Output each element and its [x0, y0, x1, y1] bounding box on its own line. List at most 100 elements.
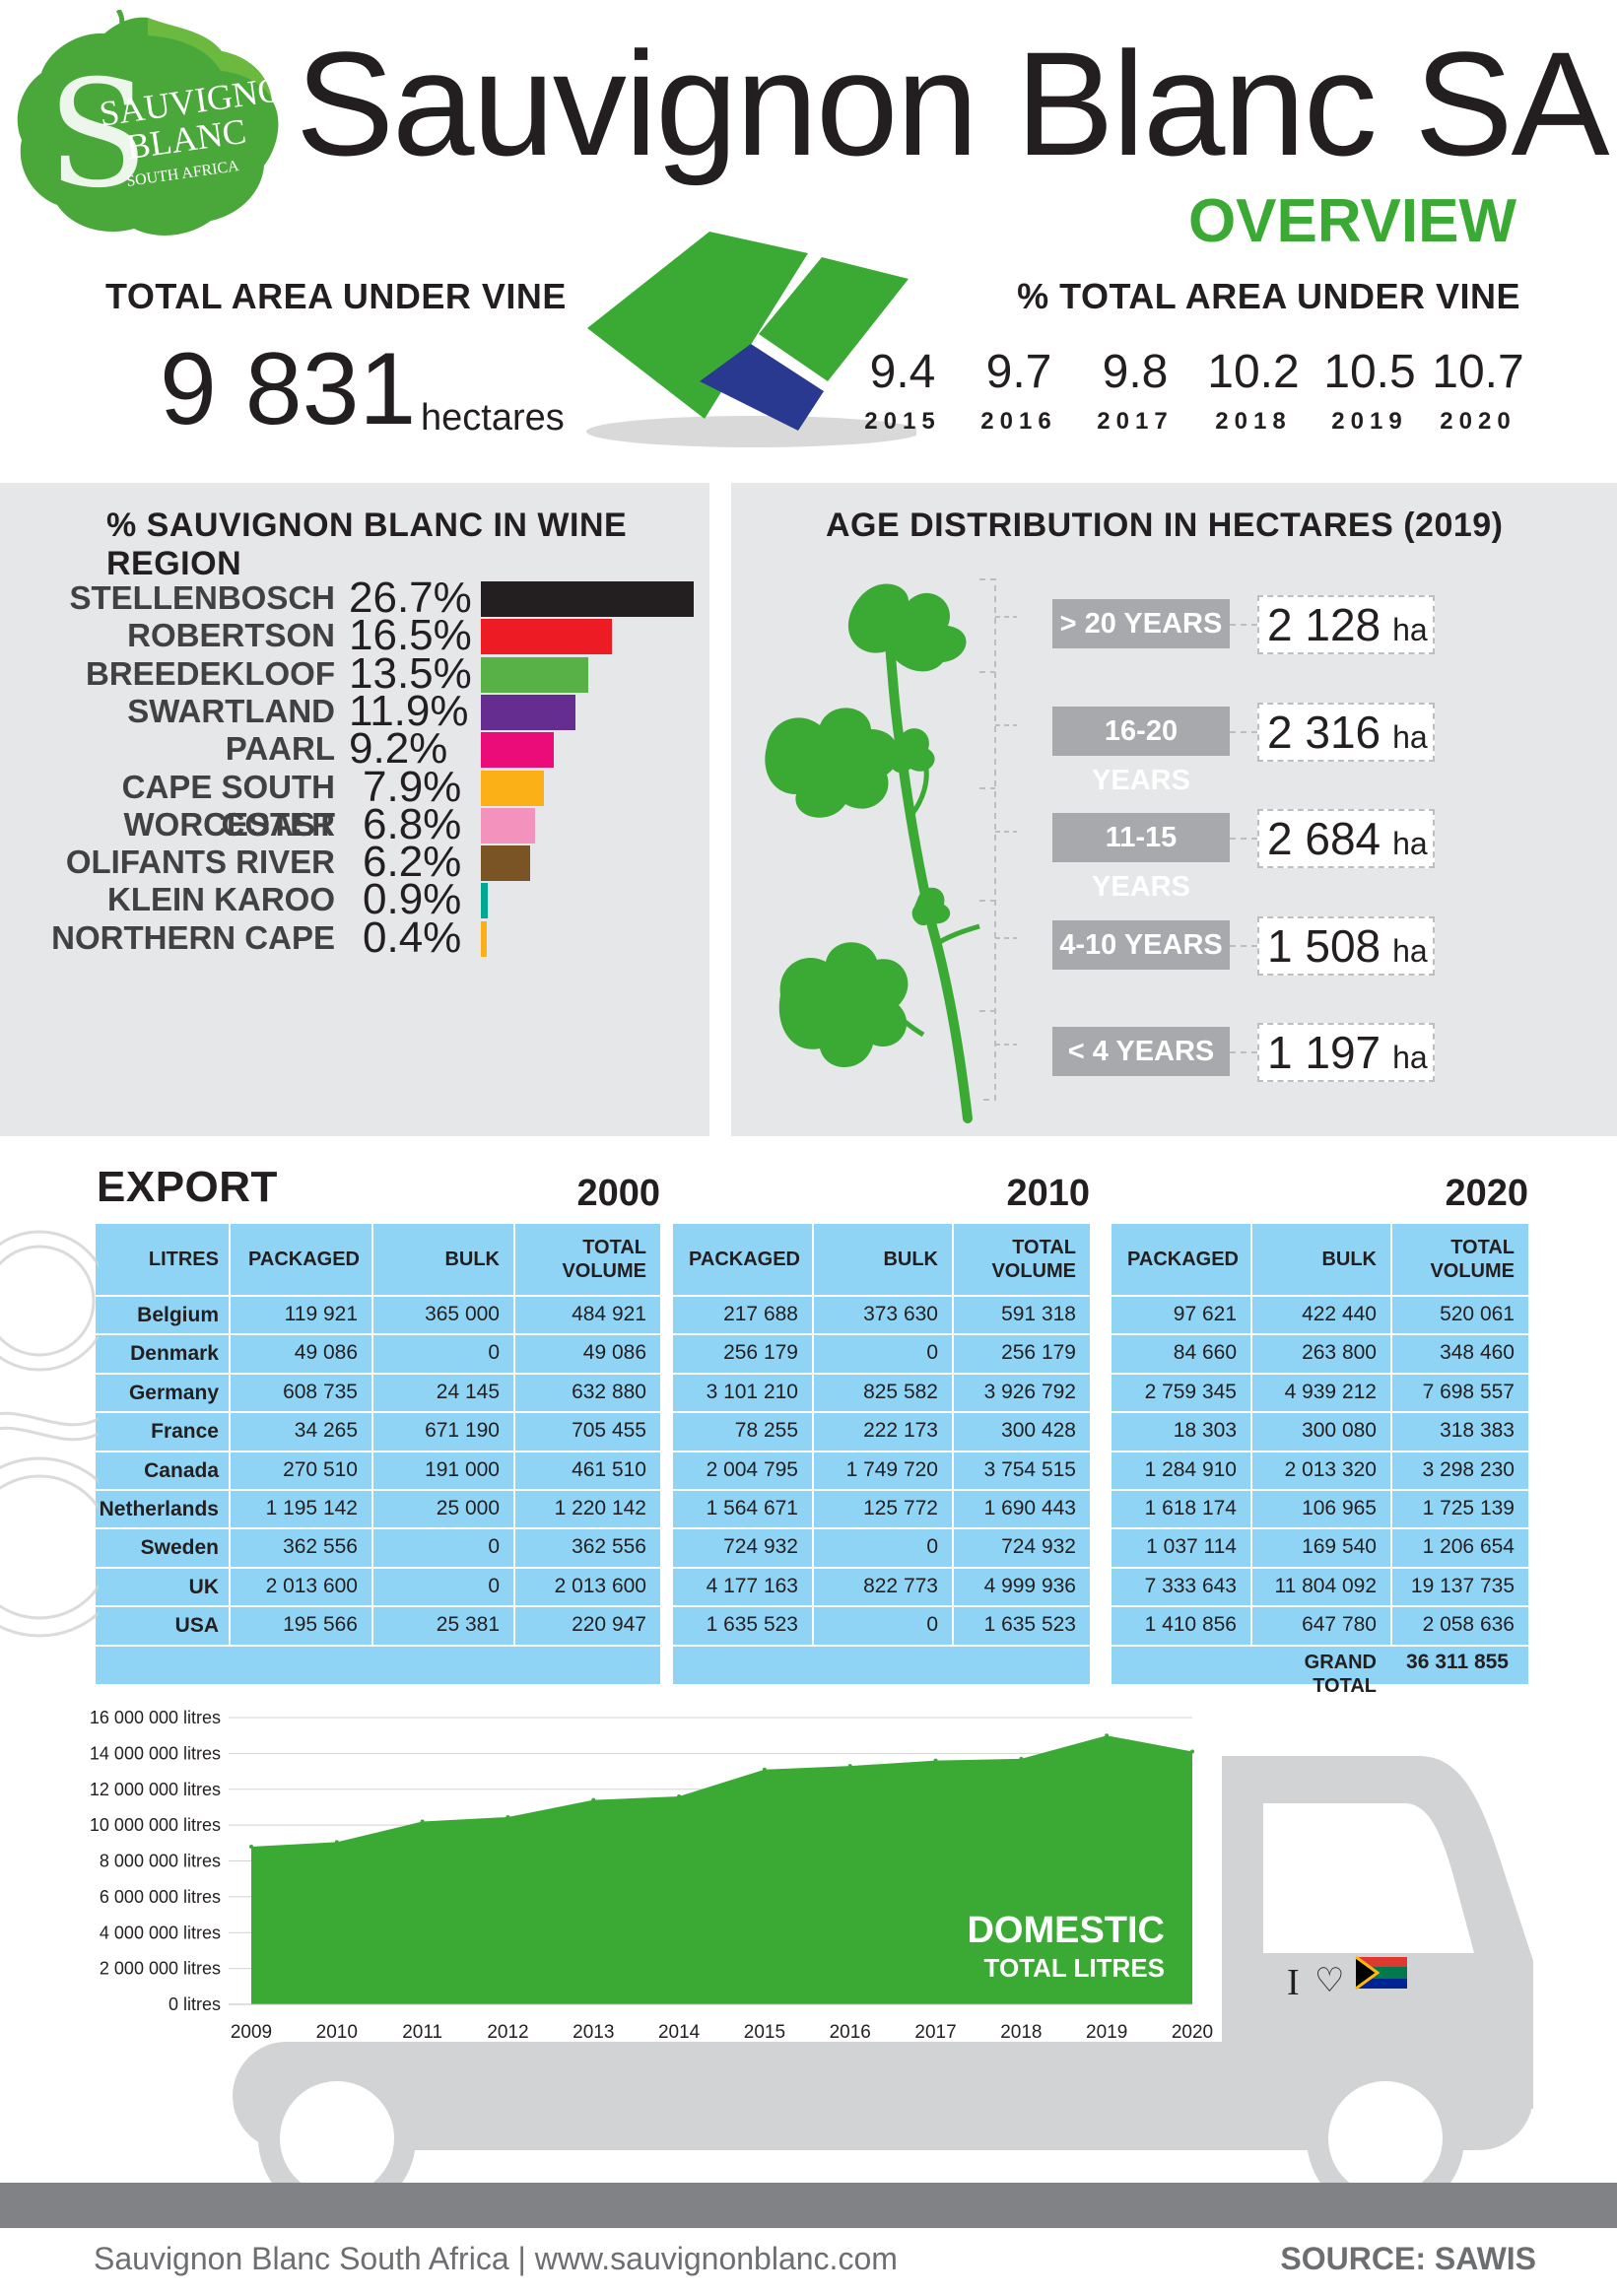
table-cell: 1 037 114	[1146, 1535, 1237, 1559]
table-cell: 11 804 092	[1274, 1574, 1377, 1597]
region-name: OLIFANTS RIVER	[65, 844, 335, 881]
total-area-value: 9 831	[160, 332, 417, 446]
region-bar	[481, 920, 487, 957]
postmark-stamp-icon	[0, 1222, 130, 1675]
table-divider	[371, 1224, 373, 1645]
region-bar	[481, 581, 694, 617]
table-row: UK 2 013 600 0 2 013 600	[96, 1567, 660, 1608]
table-cell: 222 173	[863, 1419, 938, 1443]
domestic-chart: 0 litres 2 000 000 litres 4 000 000 litres…	[0, 1695, 1617, 2060]
age-value: 2 684	[1267, 813, 1381, 864]
data-point	[1019, 1756, 1024, 1761]
age-connector	[1230, 838, 1257, 840]
pct-area-value: 9.7	[985, 346, 1052, 398]
pct-area-value: 10.7	[1432, 346, 1524, 398]
age-list: > 20 YEARS 2 128 ha 16-20 YEARS 2 316 ha 11-15…	[1017, 595, 1608, 1112]
table-row: 3 101 210 825 582 3 926 792	[673, 1373, 1090, 1414]
y-tick-label: 0 litres	[168, 1994, 221, 2014]
table-cell: 3 298 230	[1422, 1457, 1515, 1481]
table-divider	[229, 1224, 231, 1645]
table-cell: 217 688	[723, 1303, 798, 1325]
country-name: Netherlands	[99, 1498, 219, 1520]
pct-area-year: 2017	[1097, 408, 1174, 435]
table-cell: 724 932	[723, 1535, 798, 1559]
country-name: USA	[174, 1614, 219, 1638]
litres-header: LITRES	[148, 1249, 219, 1270]
country-name: Denmark	[130, 1342, 219, 1366]
age-label: 16-20 YEARS	[1052, 706, 1230, 796]
country-name: Canada	[144, 1458, 219, 1482]
pct-area-item: 10.2 2018	[1194, 345, 1313, 436]
table-cell: 0	[926, 1341, 938, 1365]
y-tick-label: 4 000 000 litres	[100, 1923, 221, 1942]
table-cell: 608 735	[283, 1380, 358, 1403]
pct-area-year: 2016	[980, 408, 1057, 435]
age-value-box: 1 197 ha	[1257, 1023, 1435, 1082]
table-cell: 362 556	[283, 1535, 358, 1559]
land-plot-icon	[581, 222, 921, 448]
region-pct: 13.5%	[349, 648, 472, 698]
age-value: 2 316	[1267, 706, 1381, 758]
table-cell: 318 383	[1440, 1419, 1515, 1443]
region-bar	[481, 845, 531, 882]
x-tick-label: 2010	[316, 2022, 358, 2043]
table-cell: 125 772	[863, 1497, 938, 1519]
pct-area-year: 2015	[864, 408, 941, 435]
pct-area-heading: % TOTAL AREA UNDER VINE	[1017, 276, 1520, 316]
table-cell: 256 179	[723, 1341, 798, 1365]
region-name: KLEIN KAROO	[107, 881, 335, 918]
region-list: STELLENBOSCH 26.7% ROBERTSON 16.5% BREEDEKLO…	[0, 574, 709, 1125]
footer-bar	[0, 2183, 1617, 2228]
total-header-1: TOTAL	[1012, 1237, 1076, 1258]
age-bracket	[977, 577, 1017, 1110]
table-cell: 0	[488, 1535, 500, 1559]
table-row: Belgium 119 921 365 000 484 921	[96, 1295, 660, 1336]
age-panel: AGE DISTRIBUTION IN HECTARES (2019)	[731, 483, 1617, 1136]
pct-area-list: 9.4 2015 9.7 2016 9.8 2017 10.2 2018 10.…	[843, 345, 1553, 443]
x-tick-label: 2016	[830, 2022, 871, 2043]
region-name: STELLENBOSCH	[69, 579, 335, 616]
table-row: 2 004 795 1 749 720 3 754 515	[673, 1451, 1090, 1491]
table-row: 1 618 174 106 965 1 725 139	[1112, 1489, 1528, 1530]
table-row: Netherlands 1 195 142 25 000 1 220 142	[96, 1489, 660, 1530]
logo: S SAUVIGNON BLANC SOUTH AFRICA	[10, 8, 311, 246]
table-cell: 25 000	[436, 1497, 500, 1519]
table-cell: 0	[926, 1535, 938, 1559]
pct-area-value: 10.5	[1323, 346, 1416, 398]
data-point	[762, 1767, 767, 1772]
table-row: 78 255 222 173 300 428	[673, 1411, 1090, 1452]
y-tick-label: 8 000 000 litres	[100, 1852, 221, 1871]
table-cell: 25 381	[436, 1613, 500, 1637]
region-pct: 6.2%	[363, 838, 462, 887]
pct-area-value: 9.8	[1102, 346, 1169, 398]
region-name: NORTHERN CAPE	[51, 918, 335, 956]
pct-area-item: 9.8 2017	[1076, 345, 1194, 436]
x-tick-label: 2019	[1086, 2022, 1127, 2043]
age-value-box: 2 684 ha	[1257, 809, 1435, 868]
total-header-1: TOTAL	[1450, 1237, 1515, 1258]
data-point	[334, 1840, 339, 1845]
age-unit: ha	[1392, 718, 1428, 755]
truck-caption: I	[1287, 1962, 1300, 2003]
age-label: < 4 YEARS	[1052, 1027, 1230, 1076]
age-value-box: 1 508 ha	[1257, 915, 1435, 976]
table-cell: 119 921	[284, 1303, 358, 1325]
table-cell: 34 265	[294, 1419, 358, 1443]
table-cell: 256 179	[1001, 1341, 1076, 1365]
table-row: France 34 265 671 190 705 455	[96, 1411, 660, 1452]
table-cell: 7 698 557	[1422, 1380, 1515, 1403]
table-cell: 1 195 142	[265, 1497, 358, 1519]
table-cell: 0	[926, 1613, 938, 1637]
pct-area-year: 2018	[1215, 408, 1292, 435]
table-cell: 1 690 443	[983, 1497, 1076, 1519]
table-row: 256 179 0 256 179	[673, 1333, 1090, 1375]
table-cell: 822 773	[863, 1574, 938, 1597]
region-name: BREEDEKLOOF	[85, 654, 335, 692]
table-cell: 4 939 212	[1284, 1380, 1377, 1403]
svg-text:S: S	[47, 49, 149, 221]
x-tick-label: 2013	[573, 2022, 614, 2043]
total-area-unit: hectares	[421, 397, 565, 439]
table-cell: 270 510	[283, 1457, 358, 1481]
table-row: 97 621 422 440 520 061	[1112, 1295, 1528, 1336]
data-point	[677, 1794, 682, 1799]
